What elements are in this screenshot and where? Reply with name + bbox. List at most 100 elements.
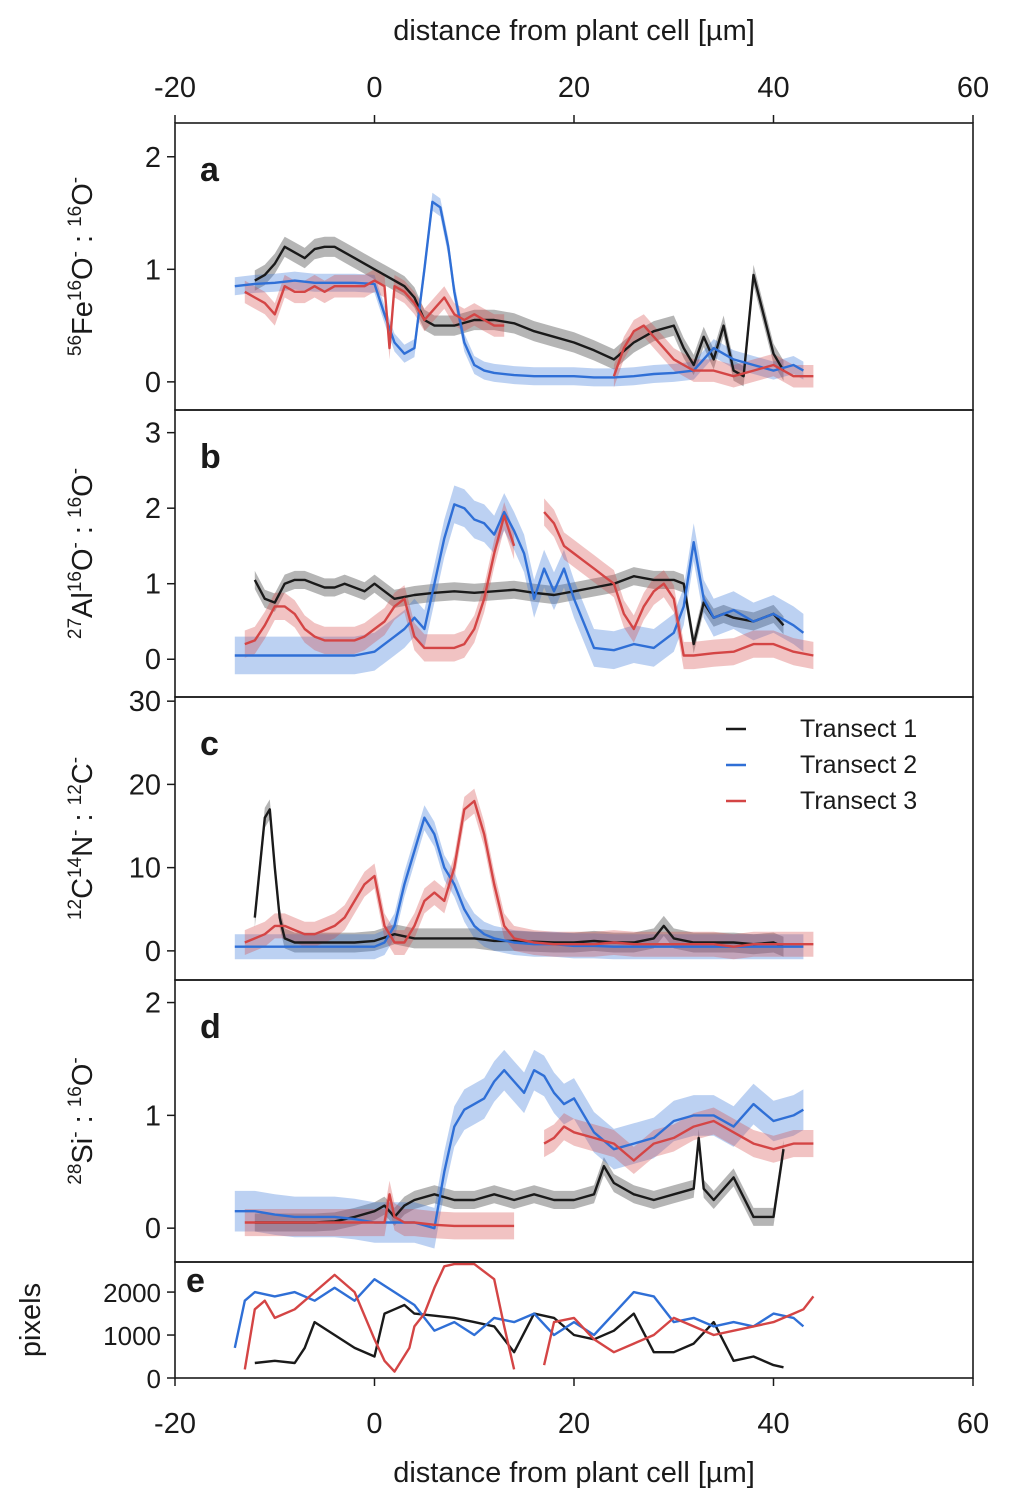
line-transect-3 (542, 1295, 815, 1366)
band-transect-1 (254, 799, 784, 957)
band-transect-3 (544, 1107, 814, 1174)
y-label-part: - (65, 757, 86, 763)
y-tick-label: 20 (129, 769, 161, 801)
panel-c-y-label: 12C14N- : 12C- (65, 757, 99, 920)
line-transect-1 (254, 1136, 785, 1224)
y-tick-label: 0 (145, 644, 161, 676)
panel-d-y-label: 28Si- : 16O- (65, 1057, 99, 1184)
band-transect-1 (254, 567, 784, 654)
panel-e-y-label: pixels (15, 1283, 47, 1357)
y-tick-label: 2 (145, 493, 161, 525)
line-transect-3 (543, 511, 814, 657)
line-transect-1 (253, 575, 785, 646)
y-label-part: pixels (15, 1283, 47, 1357)
panel-frames (167, 115, 974, 1386)
y-label-part: - (65, 177, 86, 183)
band-transect-2 (234, 192, 804, 387)
y-label-part: C (67, 878, 99, 899)
x-tick-label-bottom: 40 (757, 1408, 789, 1440)
y-label-part: 16 (65, 571, 86, 592)
y-tick-label: 0 (145, 936, 161, 968)
line-transect-2 (234, 816, 804, 948)
x-axis-title-bottom: distance from plant cell [µm] (393, 1457, 755, 1489)
y-label-part: C (67, 763, 99, 784)
y-label-part: Fe (67, 301, 99, 335)
panel-letter-b: b (200, 438, 221, 476)
y-label-part: 16 (65, 280, 86, 301)
line-transect-2 (233, 1277, 805, 1349)
x-tick-label-bottom: 60 (957, 1408, 989, 1440)
y-label-part: - (65, 542, 86, 548)
panel-a-y-label: 56Fe16O- : 16O- (65, 177, 99, 356)
line-transect-3 (244, 799, 814, 948)
y-label-part: : (67, 518, 99, 542)
y-label-part: - (65, 1131, 86, 1137)
x-tick-label-bottom: 20 (558, 1408, 590, 1440)
y-label-part: - (65, 1057, 86, 1063)
series-lines (233, 200, 815, 1373)
y-tick-label: 2000 (103, 1278, 161, 1308)
y-label-part: 16 (65, 206, 86, 227)
band-transect-3 (613, 314, 814, 388)
panel-letter-e: e (186, 1262, 205, 1300)
y-label-part: N (67, 836, 99, 857)
y-tick-label: 1 (145, 1100, 161, 1132)
legend-label: Transect 2 (800, 751, 917, 779)
y-tick-label: 1 (145, 254, 161, 286)
x-tick-label-top: 60 (957, 72, 989, 104)
band-transect-3 (244, 269, 505, 360)
line-transect-3 (244, 514, 516, 650)
band-transect-1 (254, 236, 784, 387)
y-label-part: : (67, 1107, 99, 1131)
line-transect-1 (254, 1303, 784, 1369)
y-tick-label: 1000 (103, 1321, 161, 1351)
y-label-part: O (67, 1064, 99, 1087)
y-tick-label: 2 (145, 988, 161, 1020)
y-tick-label: 0 (145, 367, 161, 399)
band-transect-3 (244, 1180, 515, 1240)
y-label-part: - (65, 468, 86, 474)
y-label-part: 27 (65, 618, 86, 639)
y-tick-label: 2 (145, 142, 161, 174)
y-tick-label: 10 (129, 853, 161, 885)
line-transect-3 (543, 1119, 814, 1162)
panel-e-frame (174, 1261, 974, 1379)
line-transect-2 (234, 503, 805, 657)
y-label-part: O (67, 257, 99, 280)
x-tick-label-top: 20 (558, 72, 590, 104)
y-label-part: 14 (65, 856, 86, 878)
legend-label: Transect 3 (800, 787, 917, 815)
panel-a-frame (174, 122, 974, 411)
x-axis-title-top: distance from plant cell [µm] (393, 15, 755, 47)
y-label-part: O (67, 183, 99, 206)
y-label-part: : (67, 227, 99, 251)
y-label-part: 28 (65, 1164, 86, 1185)
x-tick-label-top: 0 (366, 72, 382, 104)
y-tick-label: 30 (129, 686, 161, 718)
y-label-part: 16 (65, 1086, 86, 1107)
y-tick-label: 1 (145, 569, 161, 601)
y-tick-label: 0 (147, 1364, 161, 1394)
y-tick-label: 0 (145, 1213, 161, 1245)
y-label-part: Si (67, 1138, 99, 1164)
line-transect-2 (234, 1068, 804, 1230)
band-transect-3 (544, 498, 814, 670)
y-label-part: 56 (65, 335, 86, 356)
x-tick-label-top: -20 (154, 72, 196, 104)
panel-letter-a: a (200, 151, 220, 189)
line-transect-3 (244, 1193, 515, 1228)
y-label-part: O (67, 548, 99, 571)
line-transect-3 (244, 279, 505, 350)
x-tick-label-bottom: -20 (154, 1408, 196, 1440)
y-label-part: Al (67, 592, 99, 618)
band-transect-2 (234, 485, 804, 675)
band-transect-2 (234, 1049, 804, 1249)
line-transect-1 (253, 808, 784, 948)
band-transect-3 (244, 502, 515, 662)
band-transect-3 (244, 788, 814, 960)
y-label-part: 12 (65, 784, 86, 805)
line-transect-3 (243, 1262, 516, 1373)
y-label-part: - (65, 830, 86, 836)
